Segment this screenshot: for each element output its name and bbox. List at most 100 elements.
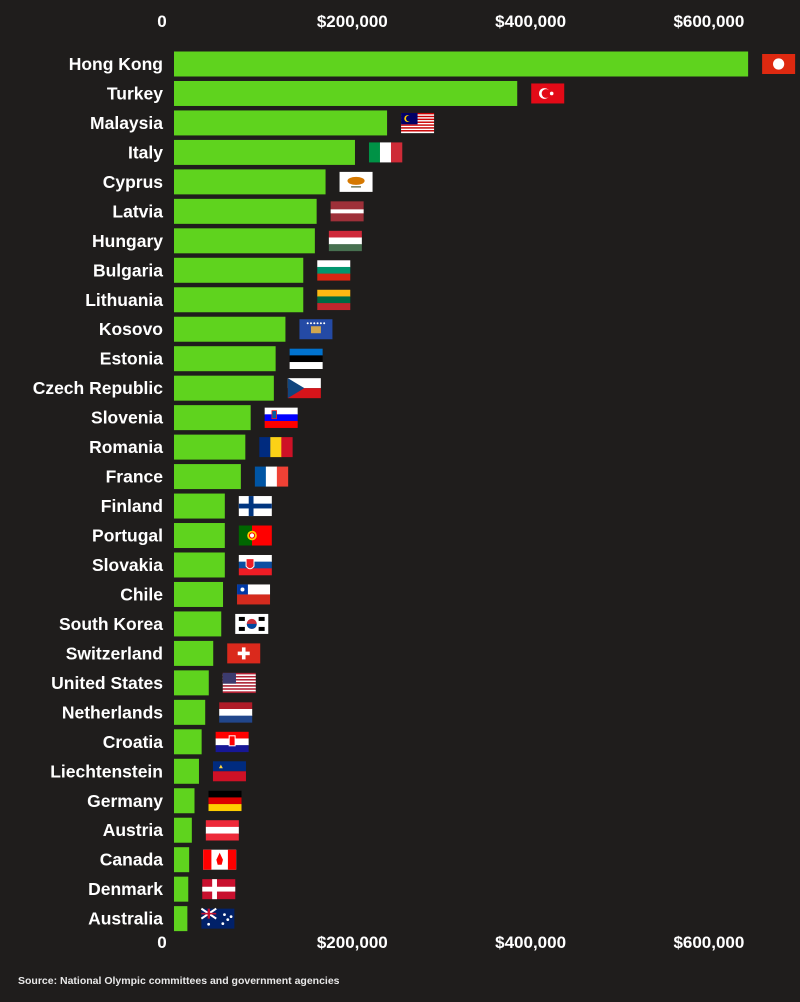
bar [174,287,304,313]
category-label: Turkey [107,83,163,103]
bar [174,552,225,578]
bar [174,640,214,666]
category-label: Bulgaria [93,260,163,280]
hungary-flag-icon [328,230,362,252]
category-label: Austria [103,820,164,840]
category-label: Kosovo [99,319,163,339]
slovakia-flag-icon [238,554,272,576]
category-label: Finland [101,496,163,516]
bar [174,139,355,165]
italy-flag-icon [368,142,403,163]
bar [174,80,518,106]
bar [174,257,304,283]
category-label: Denmark [88,879,163,899]
bar [174,316,286,342]
x-tick-label-bottom: $400,000 [495,933,566,952]
category-label: Latvia [112,201,163,221]
bar [174,346,276,372]
chile-flag-icon [237,584,271,605]
slovenia-flag-icon [264,407,298,428]
cyprus-flag-icon [339,171,373,192]
bar [174,788,195,814]
top-axis: 0 $200,000 $400,000 $600,000 [157,12,744,31]
category-label: Lithuania [85,290,163,310]
australia-flag-icon [200,907,235,929]
france-flag-icon [254,466,289,487]
category-label: Germany [87,791,163,811]
united-states-flag-icon [222,672,256,694]
category-label: Croatia [103,732,164,752]
bulgaria-flag-icon [317,260,351,281]
switzerland-flag-icon [227,643,261,664]
bar [174,670,209,696]
x-tick-label-bottom: $200,000 [317,933,388,952]
finland-flag-icon [238,496,272,517]
bars [174,51,749,932]
flags [200,54,796,929]
bar [174,523,225,549]
bar [174,375,274,401]
category-label: Australia [88,909,163,929]
category-label: South Korea [59,614,163,634]
kosovo-flag-icon [299,319,333,340]
germany-flag-icon [208,790,242,812]
romania-flag-icon [259,437,293,458]
category-label: Switzerland [66,643,163,663]
denmark-flag-icon [202,879,236,900]
bar [174,906,188,932]
czech-republic-flag-icon [287,378,321,399]
portugal-flag-icon [238,525,272,546]
x-tick-label-top: $200,000 [317,12,388,31]
canada-flag-icon [203,849,237,870]
category-label: France [106,467,164,487]
liechtenstein-flag-icon [212,761,246,782]
lithuania-flag-icon [317,289,351,311]
bar [174,228,315,254]
category-label: Italy [128,142,163,162]
malaysia-flag-icon [401,112,435,134]
bar [174,169,326,195]
category-label: Slovenia [91,408,163,428]
category-labels: Hong Kong Turkey Malaysia Italy Cyprus Latvia… [33,54,164,929]
bar [174,405,251,431]
croatia-flag-icon [215,731,249,753]
category-label: Estonia [100,349,163,369]
bar [174,611,222,637]
category-label: Netherlands [62,702,163,722]
latvia-flag-icon [330,201,364,222]
bar [174,581,224,607]
bar [174,876,189,902]
bar [174,729,202,755]
bar [174,110,388,136]
netherlands-flag-icon [219,702,253,723]
bar [174,758,199,784]
austria-flag-icon [205,820,239,841]
category-label: Slovakia [92,555,163,575]
category-label: United States [51,673,163,693]
turkey-flag-icon [531,83,565,104]
category-label: Romania [89,437,163,457]
category-label: Hungary [92,231,163,251]
bar [174,847,190,873]
bar [174,198,317,224]
category-label: Czech Republic [33,378,164,398]
category-label: Malaysia [90,113,163,133]
bar [174,51,749,77]
bar [174,493,225,519]
x-tick-label-bottom: $600,000 [673,933,744,952]
category-label: Chile [120,584,163,604]
category-label: Liechtenstein [50,761,163,781]
bar [174,817,192,843]
category-label: Portugal [92,526,163,546]
bar [174,434,246,460]
category-label: Canada [100,850,163,870]
x-tick-label-top: 0 [157,12,166,31]
source-note: Source: National Olympic committees and … [18,975,340,987]
bottom-axis: 0 $200,000 $400,000 $600,000 [157,933,744,952]
bar [174,464,241,490]
hong-kong-flag-icon [762,54,796,74]
south-korea-flag-icon [235,613,269,634]
x-tick-label-bottom: 0 [157,933,166,952]
bar [174,699,206,725]
